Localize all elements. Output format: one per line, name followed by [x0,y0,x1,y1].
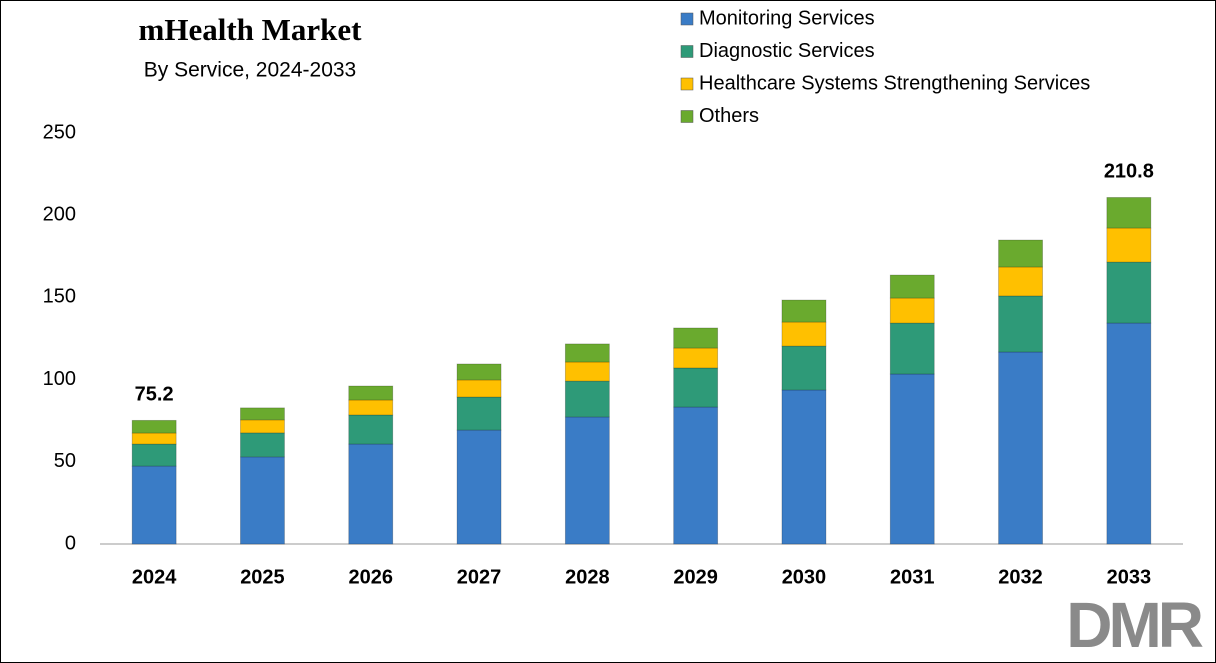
bar-segment [240,407,285,421]
bar-segment [456,363,502,381]
bar-segment [348,443,394,545]
x-tick-label: 2033 [1107,566,1152,588]
y-tick-label: 250 [43,121,76,143]
bar-segment [1106,322,1152,545]
bar-segment [889,297,935,324]
y-tick-label: 200 [43,203,76,225]
bar-segment [781,389,827,545]
bar-segment [781,299,827,323]
x-tick-label: 2027 [457,566,502,588]
bar-segment [456,396,502,431]
legend-label: Healthcare Systems Strengthening Service… [699,72,1090,94]
bar-segment [456,429,502,545]
legend-swatch [680,45,694,58]
bar-segment [889,322,935,375]
bar-segment [673,367,719,408]
bar-segment [998,239,1043,268]
total-label: 210.8 [1104,161,1154,183]
bar-segment [131,419,177,434]
y-tick-label: 50 [54,450,76,472]
bar-segment [889,274,935,299]
total-label: 75.2 [135,384,174,406]
x-tick-label: 2030 [782,566,827,588]
x-tick-label: 2028 [565,566,610,588]
bar-segment [673,347,719,369]
bar-segment [240,432,285,458]
bar-segment [131,432,177,445]
bar-segment [564,361,610,382]
bar-segment [564,343,610,363]
bar-segment [131,465,177,545]
x-tick-label: 2032 [998,566,1043,588]
legend-swatch [680,12,694,26]
bar-segment [998,351,1043,545]
bar-segment [781,345,827,391]
bar-segment [1106,197,1152,229]
bar-segment [348,399,394,416]
bar-segment [1106,261,1152,324]
legend-label: Others [699,105,759,127]
legend-swatch [680,110,694,123]
bar-segment [131,443,177,467]
x-tick-label: 2029 [673,566,718,588]
bar-segment [673,406,719,545]
bar-segment [889,373,935,545]
legend-label: Monitoring Services [699,7,875,29]
bar-segment [564,380,610,418]
bar-segment [240,456,285,545]
bar-segment [781,321,827,347]
bar-segment [240,419,285,434]
bar-segment [564,416,610,545]
bar-segment [456,379,502,398]
y-tick-label: 150 [43,286,76,308]
legend-swatch [680,77,694,91]
bar-segment [348,385,394,401]
bar-segment [348,414,394,445]
x-tick-label: 2026 [349,566,394,588]
logo: DMR [1066,589,1203,661]
y-tick-label: 0 [65,532,76,554]
bar-segment [998,266,1043,297]
x-tick-label: 2024 [132,566,177,588]
x-tick-label: 2031 [890,566,935,588]
y-tick-label: 100 [43,368,76,390]
x-tick-label: 2025 [240,566,285,588]
bar-segment [673,327,719,349]
bar-segment [1106,227,1152,263]
chart-subtitle: By Service, 2024-2033 [144,59,356,82]
chart-title: mHealth Market [139,12,363,47]
legend-label: Diagnostic Services [699,40,875,62]
bar-segment [998,295,1043,353]
